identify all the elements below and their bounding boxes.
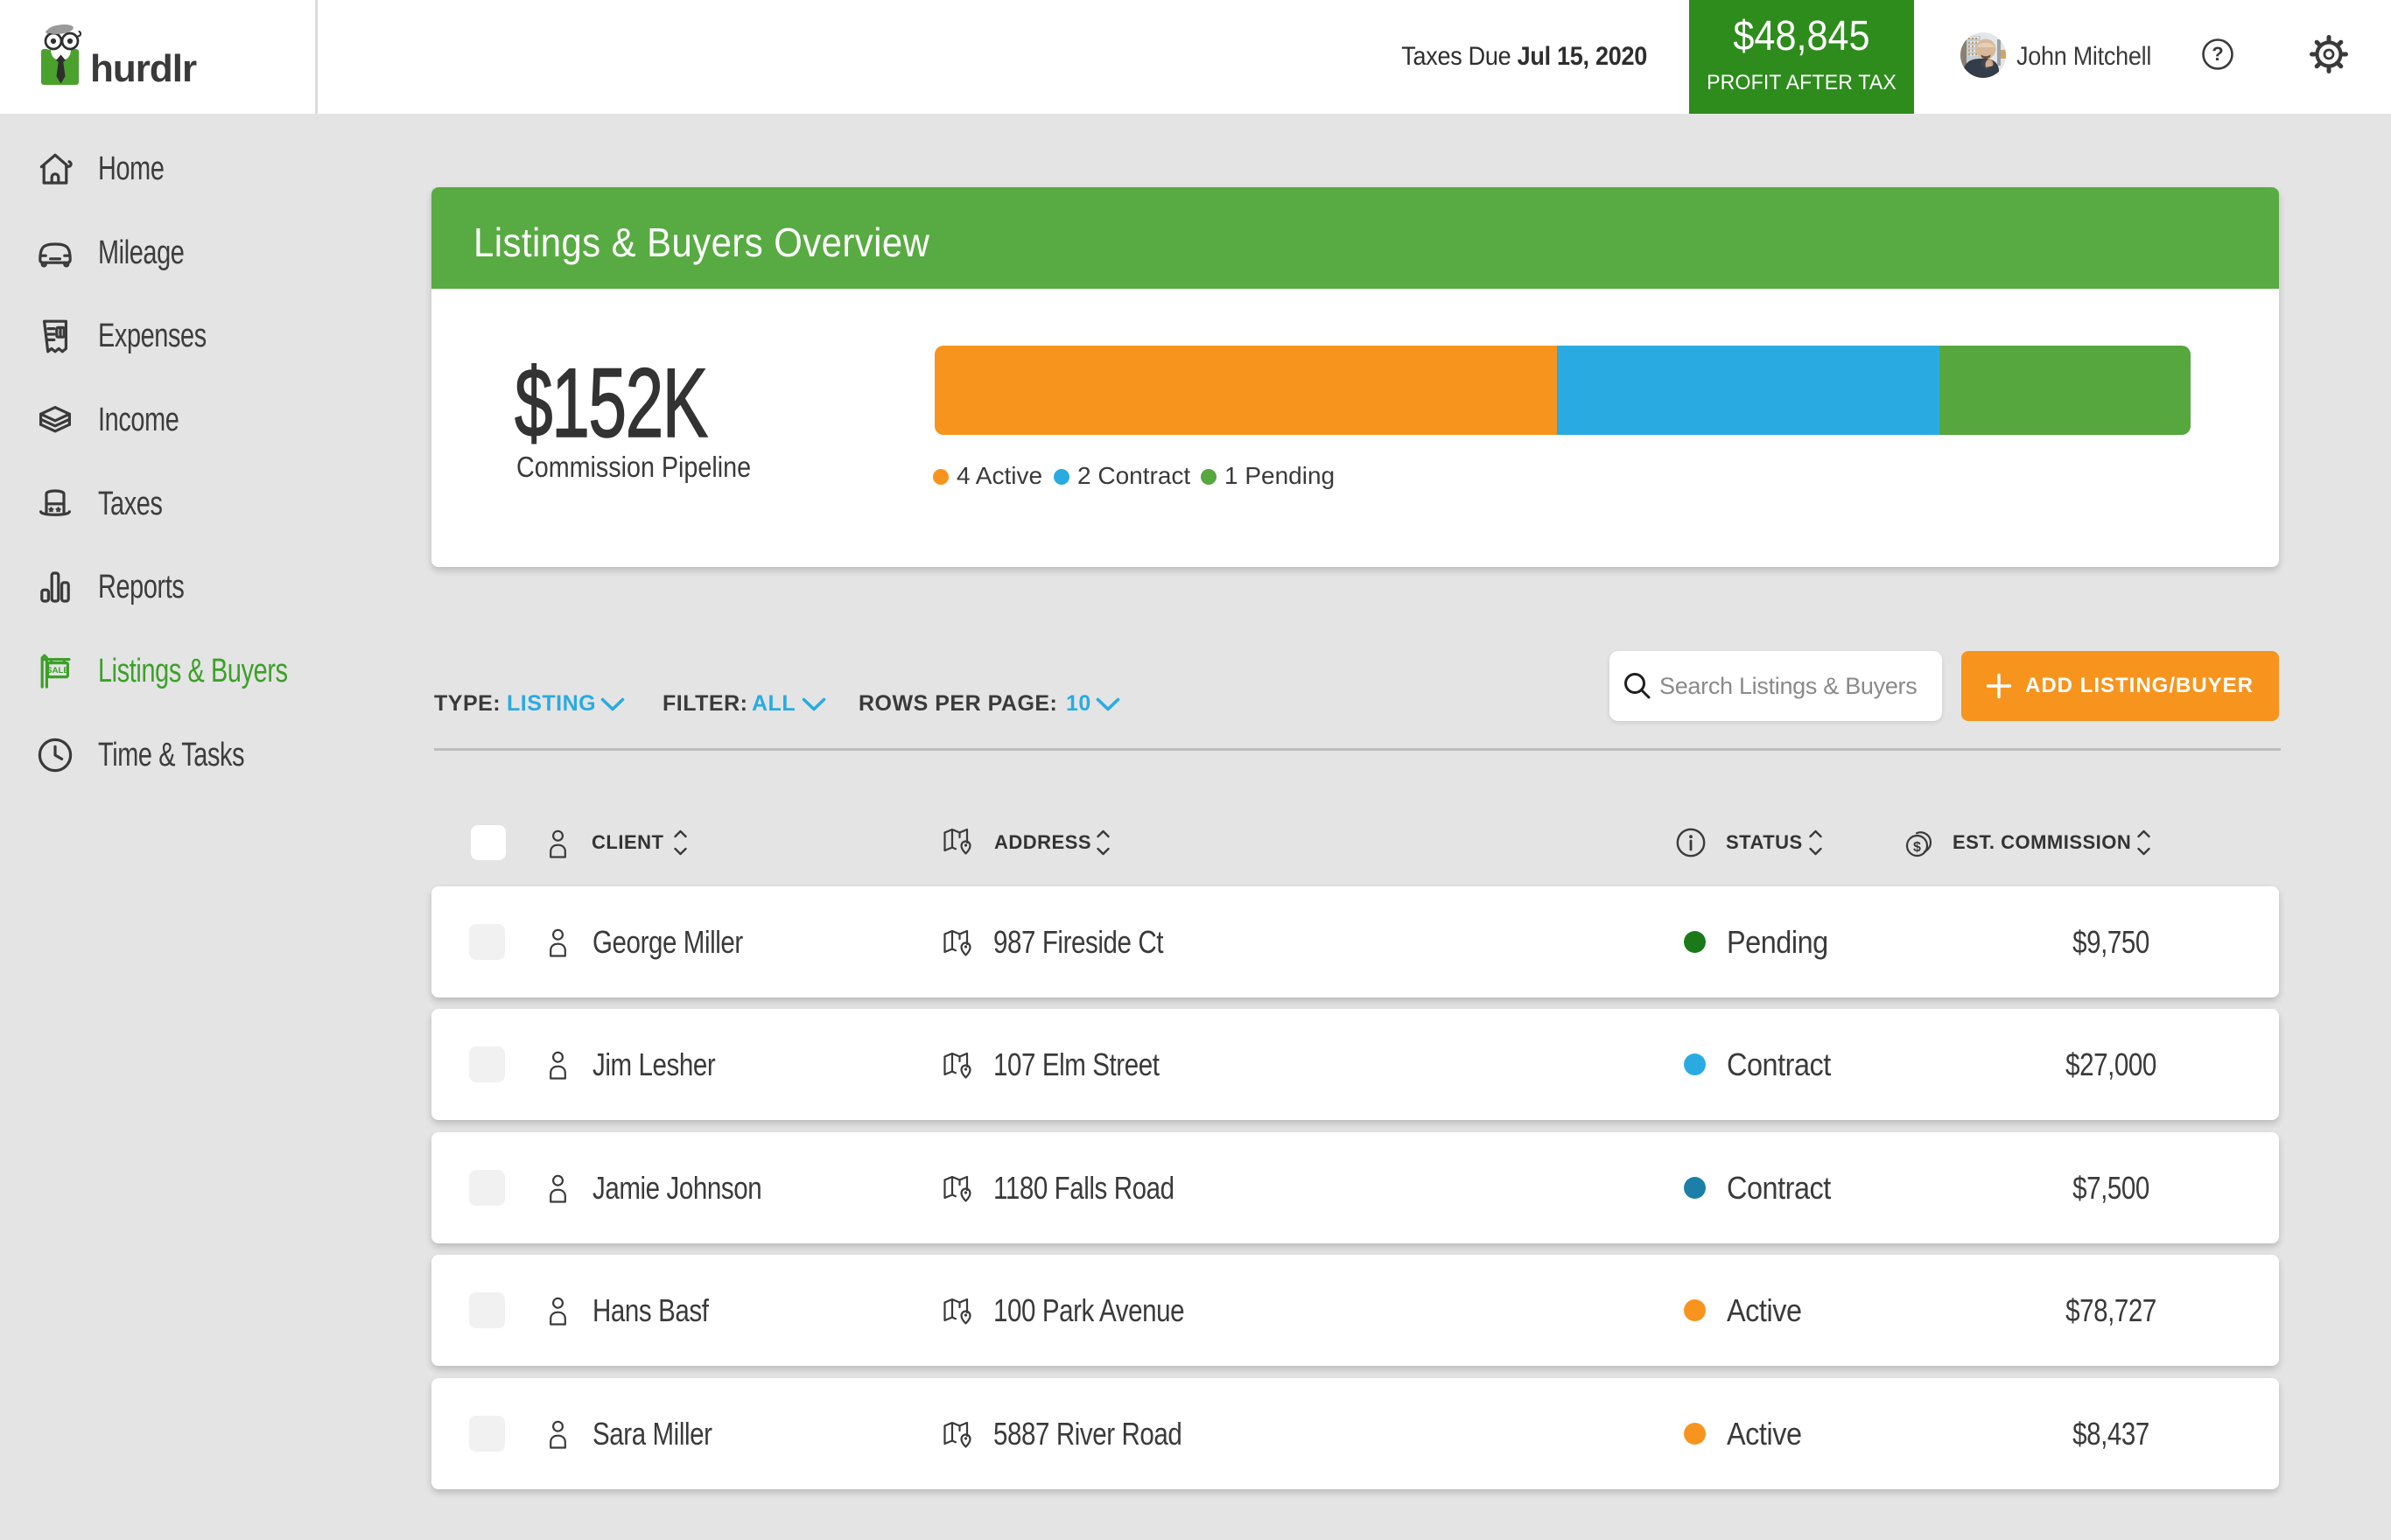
svg-text:?: ? [2212, 43, 2223, 65]
svg-text:$: $ [1913, 840, 1921, 855]
svg-text:SALE: SALE [46, 666, 69, 676]
